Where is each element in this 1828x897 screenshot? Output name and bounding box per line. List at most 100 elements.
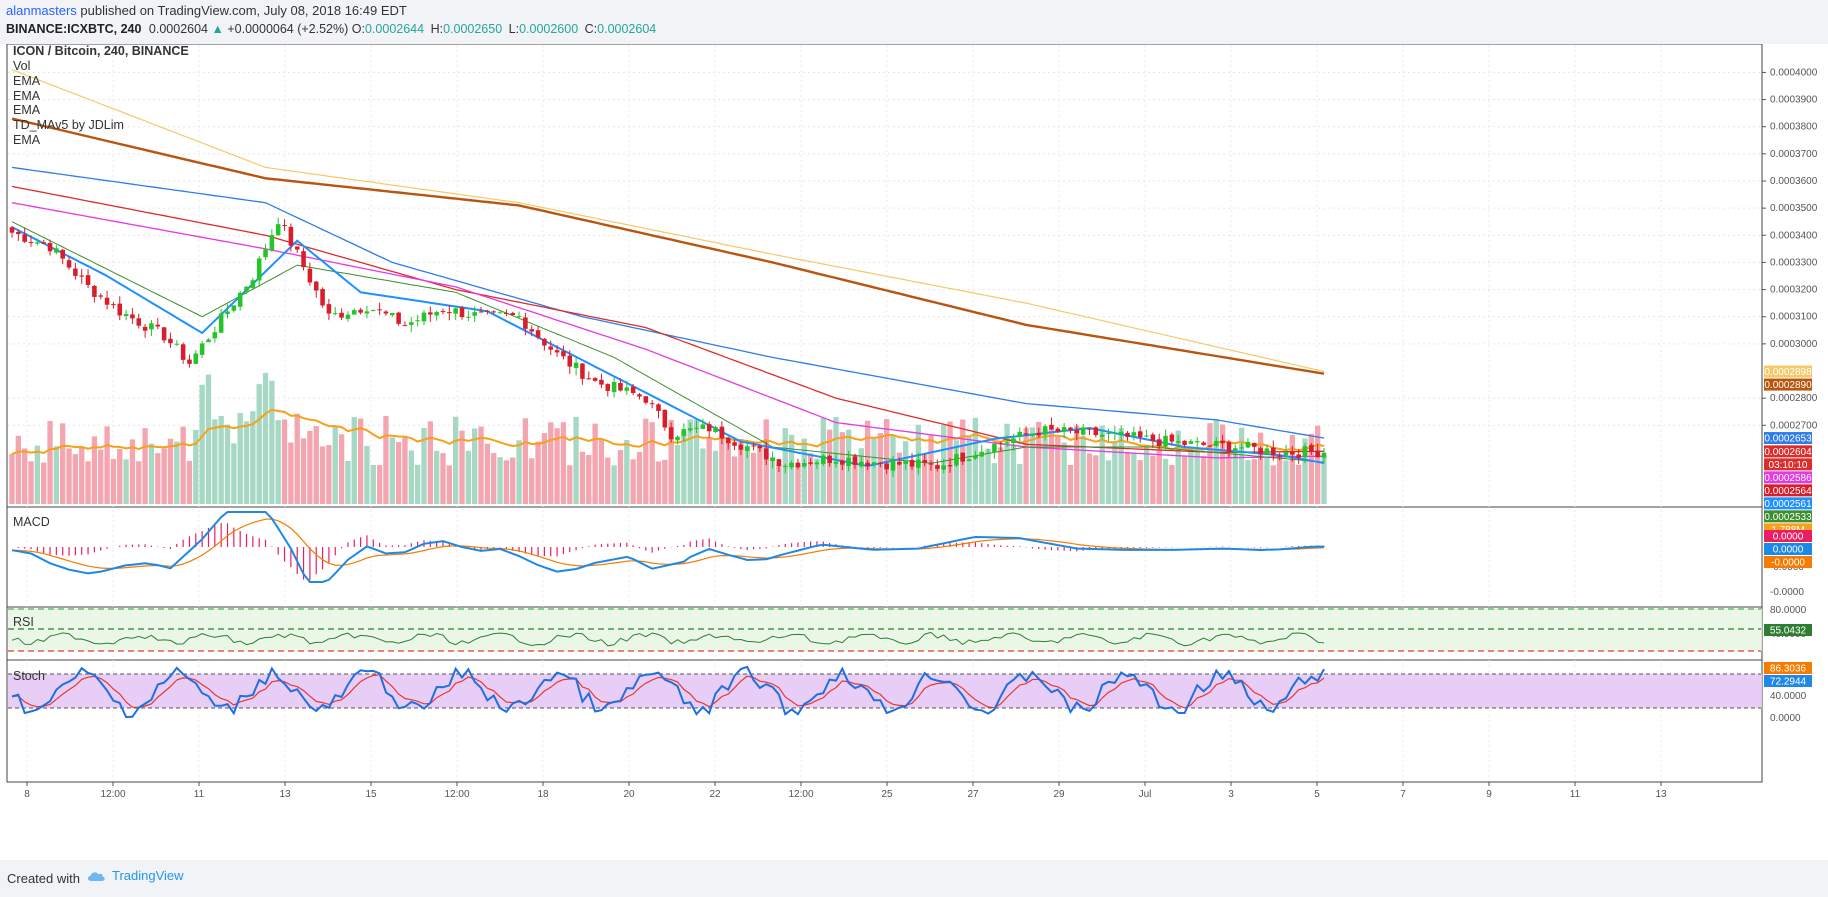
candle-body	[903, 461, 908, 464]
candle-body	[326, 304, 332, 314]
candle-body	[1315, 450, 1320, 458]
candle-body	[757, 445, 763, 449]
candle-body	[415, 320, 420, 322]
candle-body	[523, 317, 528, 329]
candle-body	[966, 459, 972, 462]
legend-item-ema-1[interactable]: EMA	[13, 74, 41, 88]
x-tick-label: 25	[881, 789, 893, 800]
volume-bar	[1048, 428, 1055, 504]
legend-item-ema-4[interactable]: EMA	[13, 133, 41, 147]
candle-body	[1207, 445, 1213, 447]
volume-bar	[1245, 460, 1251, 504]
volume-bar	[1036, 421, 1042, 504]
candle-body	[428, 312, 433, 315]
candle-body	[1023, 433, 1029, 435]
price-badge-label: 0.0002564	[1764, 486, 1812, 497]
candle-body	[954, 454, 959, 466]
volume-bar	[605, 457, 611, 504]
volume-bar	[22, 448, 28, 504]
high-label: H:	[430, 22, 444, 36]
volume-bar	[1055, 436, 1061, 504]
candle-body	[960, 452, 966, 462]
volume-bar	[41, 462, 47, 504]
tradingview-cloud-icon	[87, 871, 105, 881]
candle-body	[580, 363, 585, 379]
y-tick-label: 0.0003900	[1770, 95, 1818, 106]
candle-body	[168, 338, 173, 344]
candle-body	[1106, 432, 1111, 434]
candle-body	[897, 462, 902, 465]
x-tick-label: 3	[1228, 789, 1234, 800]
legend-item-ema-3[interactable]: EMA	[13, 103, 41, 117]
volume-bar	[110, 458, 117, 504]
candle-body	[250, 280, 256, 288]
candle-body	[668, 427, 674, 440]
legend-item-vol[interactable]: Vol	[13, 59, 30, 73]
candle-body	[1049, 424, 1054, 430]
high-value: 0.0002650	[443, 22, 503, 36]
volume-bar	[814, 458, 820, 504]
chart-canvas[interactable]: 8 12:00 11 13 15 12:00 18 20 22 12:00 25 27 29 Jul 3 5 7…	[0, 44, 1828, 860]
volume-bar	[567, 465, 573, 504]
volume-bar	[79, 446, 85, 504]
volume-bar	[985, 448, 991, 504]
candle-body	[117, 303, 123, 316]
volume-bar	[1042, 428, 1048, 504]
candle-body	[592, 378, 598, 381]
candle-body	[1068, 427, 1073, 431]
price-badge	[1764, 378, 1812, 391]
candle-body	[878, 463, 883, 465]
volume-bar	[1067, 464, 1074, 504]
legend-item-ema-2[interactable]: EMA	[13, 89, 41, 103]
x-tick-label: 5	[1314, 789, 1320, 800]
candle-body	[706, 424, 712, 432]
volume-bar	[1023, 428, 1029, 504]
x-tick-label: 12:00	[444, 789, 469, 800]
x-tick-label: 12:00	[100, 789, 125, 800]
volume-bar	[998, 447, 1004, 504]
rsi-pane	[8, 608, 1761, 652]
candle-body	[1055, 428, 1061, 432]
pane-y-tick-label: -0.0000	[1770, 587, 1804, 598]
volume-bar	[757, 445, 763, 504]
volume-bar	[376, 465, 383, 504]
candle-body	[434, 312, 439, 316]
volume-bar	[1207, 423, 1213, 504]
candle-body	[1080, 427, 1086, 435]
volume-bar	[408, 450, 414, 504]
volume-bar	[491, 453, 497, 504]
candle-body	[947, 465, 953, 467]
volume-bar	[465, 450, 472, 504]
volume-ma-line	[11, 408, 1325, 455]
price-badge	[1764, 497, 1812, 510]
candle-body	[916, 459, 921, 468]
volume-bar	[687, 419, 693, 504]
ema-line	[11, 69, 1325, 373]
price-badge-label: 0.0002586	[1764, 473, 1812, 484]
price-badge-label: 0.0000	[1773, 545, 1804, 556]
x-tick-label: 29	[1053, 789, 1065, 800]
price-badge-label: -0.0000	[1771, 558, 1805, 569]
candle-body	[28, 242, 34, 244]
volume-bar	[617, 450, 624, 504]
volume-bar	[776, 464, 782, 504]
price-badge	[1764, 510, 1812, 523]
candle-body	[719, 426, 725, 439]
volume-bar	[53, 446, 60, 504]
stoch-band	[8, 674, 1762, 708]
candle-body	[922, 460, 927, 463]
candle-body	[256, 258, 262, 281]
price-badge-label: 0.0002653	[1764, 434, 1812, 445]
price-badge-label: 0.0002561	[1764, 499, 1812, 510]
volume-bar	[28, 461, 34, 504]
volume-bar	[1257, 432, 1264, 504]
volume-bar	[649, 422, 655, 504]
legend-item-td-ma[interactable]: TD_MAv5 by JDLim	[13, 118, 124, 132]
tradingview-link[interactable]: TradingView	[86, 868, 184, 883]
volume-bar	[826, 429, 833, 504]
publisher-link[interactable]: alanmasters	[6, 3, 77, 18]
price-badge-label: 0.0002898	[1764, 367, 1812, 378]
candlesticks[interactable]	[9, 217, 1327, 477]
candle-body	[795, 462, 801, 468]
candle-body	[206, 339, 211, 343]
